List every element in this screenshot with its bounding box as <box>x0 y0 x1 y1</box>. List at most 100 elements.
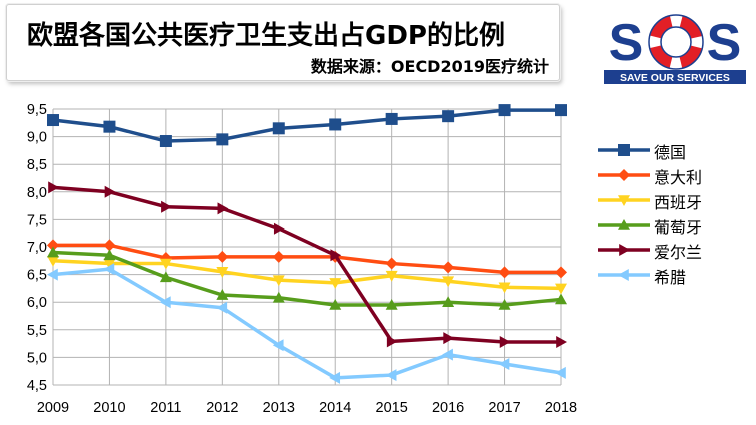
x-tick-label: 2012 <box>206 400 238 416</box>
logo-tagline-bar <box>604 70 746 84</box>
data-point <box>498 266 511 279</box>
data-point <box>216 250 229 263</box>
series-line <box>51 108 563 143</box>
y-tick-label: 7,0 <box>27 240 47 256</box>
data-point <box>103 249 116 261</box>
data-point <box>385 369 397 382</box>
series-line <box>51 185 563 344</box>
series-2 <box>47 239 567 279</box>
x-tick-label: 2011 <box>150 400 181 416</box>
legend-swatch <box>598 169 650 181</box>
data-point <box>498 282 511 294</box>
legend-label: 德国 <box>654 143 687 162</box>
data-point <box>272 275 285 287</box>
legend-item: 西班牙 <box>596 188 724 213</box>
legend-item: 爱尔兰 <box>596 238 724 263</box>
legend-swatch-marker <box>619 244 630 256</box>
data-point <box>104 185 116 198</box>
data-point <box>47 246 59 258</box>
data-point <box>442 296 455 307</box>
y-tick-label: 5,0 <box>27 350 47 366</box>
data-point <box>272 250 285 263</box>
data-point <box>555 104 567 117</box>
data-point <box>385 112 398 125</box>
data-point <box>159 135 172 148</box>
y-tick-label: 8,5 <box>27 157 47 173</box>
data-point <box>47 114 59 127</box>
y-tick-label: 5,5 <box>27 323 47 339</box>
data-point <box>216 301 228 314</box>
legend-label: 爱尔兰 <box>654 243 703 262</box>
legend-item: 意大利 <box>596 163 724 188</box>
data-point <box>272 291 285 303</box>
data-point <box>216 267 229 278</box>
data-point <box>272 339 284 352</box>
chart-legend: 德国意大利西班牙葡萄牙爱尔兰 希腊 <box>596 138 724 288</box>
data-point <box>442 110 455 123</box>
data-point <box>103 120 116 133</box>
logo-letter-s-left: S <box>609 14 644 72</box>
logo-letter-s-right: S <box>707 14 742 72</box>
data-point <box>47 256 59 267</box>
data-point <box>386 335 398 348</box>
data-point <box>498 298 511 310</box>
data-point <box>47 268 58 281</box>
series-layer <box>47 104 567 384</box>
legend-swatch-marker <box>618 169 630 181</box>
y-tick-label: 7,5 <box>27 212 47 228</box>
x-tick-label: 2010 <box>93 400 125 416</box>
data-point <box>498 358 510 371</box>
legend-item: 德国 <box>596 138 724 163</box>
data-point <box>329 298 342 310</box>
y-tick-label: 9,0 <box>27 130 47 146</box>
legend-swatch-marker <box>618 195 630 206</box>
series-5 <box>48 181 567 348</box>
data-point <box>499 335 511 348</box>
data-point <box>385 298 398 310</box>
series-line <box>51 267 563 380</box>
legend-label: 葡萄牙 <box>654 218 703 237</box>
sos-logo: S S SAVE OUR SERVICES <box>604 14 746 84</box>
x-tick-label: 2014 <box>319 400 351 416</box>
lifebuoy-icon <box>648 14 704 70</box>
data-point <box>555 266 567 279</box>
series-line <box>51 250 563 307</box>
x-tick-label: 2009 <box>37 400 69 416</box>
legend-item: 希腊 <box>596 263 724 288</box>
data-point <box>555 283 567 295</box>
data-point <box>216 133 229 146</box>
x-tick-label: 2018 <box>545 400 577 416</box>
data-point <box>329 371 341 384</box>
data-point <box>103 239 116 252</box>
legend-swatch <box>598 219 650 230</box>
legend-swatch <box>598 195 650 206</box>
legend-swatch <box>598 269 650 281</box>
data-point <box>103 263 115 276</box>
series-line <box>51 243 563 275</box>
series-4 <box>47 246 567 310</box>
data-point <box>272 122 285 135</box>
x-tick-label: 2013 <box>263 400 295 416</box>
legend-item: 葡萄牙 <box>596 213 724 238</box>
data-point <box>217 202 229 215</box>
data-point <box>273 222 285 235</box>
data-point <box>103 258 116 270</box>
grid-layer <box>52 108 562 386</box>
series-1 <box>47 104 567 148</box>
data-point <box>442 261 455 274</box>
axis-layer: 9,5 9,0 8,5 8,0 7,5 7,0 6,5 6,0 5,5 5,0 4,5 2009 201… <box>27 102 577 416</box>
data-point <box>159 296 171 309</box>
data-point <box>442 348 453 361</box>
legend-swatch-marker <box>618 219 630 230</box>
x-tick-label: 2017 <box>488 400 520 416</box>
data-point <box>216 289 229 300</box>
data-point <box>498 104 511 117</box>
logo-tagline: SAVE OUR SERVICES <box>620 72 730 84</box>
legend-swatch-marker <box>618 144 630 156</box>
data-point <box>159 258 172 270</box>
legend-label: 意大利 <box>654 168 703 187</box>
data-point <box>442 276 455 288</box>
data-point <box>329 118 342 131</box>
legend-label: 西班牙 <box>654 193 703 212</box>
